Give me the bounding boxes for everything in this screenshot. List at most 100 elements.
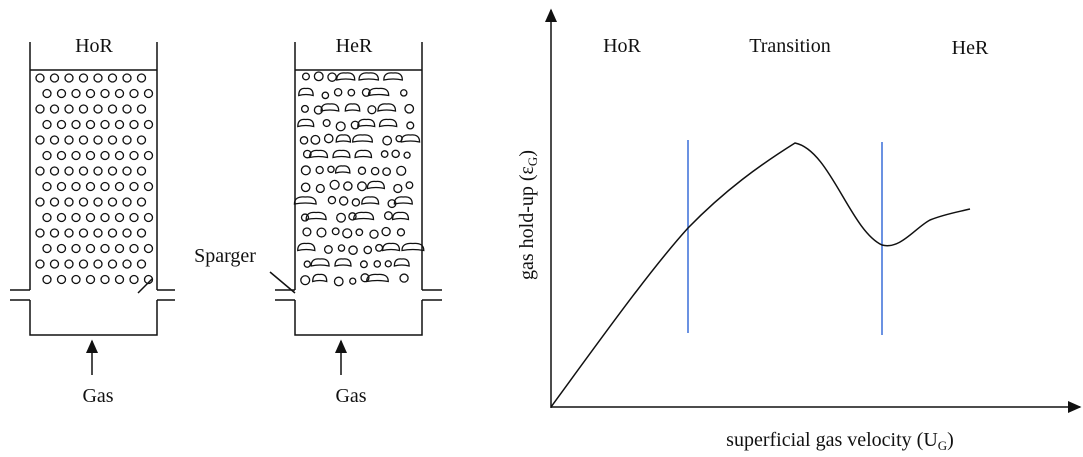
- bubble: [56, 119, 67, 130]
- bubble: [302, 227, 312, 237]
- bubble: [42, 150, 52, 161]
- bubble: [78, 135, 89, 145]
- bubble: [122, 197, 132, 207]
- bubble: [56, 88, 67, 99]
- bubble: [107, 73, 118, 83]
- bubble: [85, 212, 96, 223]
- bubble: [114, 181, 125, 192]
- bubble: [85, 243, 96, 254]
- bubble: [315, 183, 325, 194]
- bubble: [316, 227, 327, 238]
- bubble: [327, 72, 337, 82]
- bubble: [312, 273, 328, 283]
- bubble: [78, 197, 89, 207]
- bubble: [42, 181, 52, 192]
- bubble: [338, 196, 349, 206]
- column-base: [275, 289, 442, 336]
- bubble: [342, 228, 353, 239]
- bubble: [100, 181, 110, 192]
- bubble: [100, 88, 110, 99]
- bubble: [378, 118, 398, 128]
- x-label-text: superficial gas velocity (U: [726, 429, 938, 451]
- y-label-end: ): [516, 150, 538, 157]
- bubble: [93, 197, 103, 207]
- bubble: [100, 212, 110, 223]
- bubble: [100, 150, 110, 161]
- bubble: [363, 245, 373, 255]
- column-base: [10, 289, 175, 336]
- bubble: [350, 120, 360, 130]
- bubble: [35, 104, 45, 114]
- bubble: [107, 259, 118, 269]
- bubble: [396, 228, 406, 237]
- bubble: [71, 88, 81, 99]
- bubble: [373, 260, 382, 268]
- bubble: [403, 151, 411, 159]
- bubble: [143, 212, 154, 223]
- bubble: [56, 274, 67, 285]
- x-label-sub: G: [938, 438, 947, 453]
- bubble: [361, 196, 380, 205]
- bubble: [56, 150, 67, 161]
- bubble: [64, 259, 74, 269]
- bubble: [400, 134, 421, 143]
- bubble: [305, 211, 327, 221]
- bubble: [323, 133, 334, 144]
- bubble: [334, 258, 352, 267]
- bubble: [35, 73, 45, 83]
- bubble: [323, 245, 333, 254]
- bubble: [93, 166, 103, 176]
- bubble: [320, 103, 340, 112]
- bubble: [380, 150, 389, 158]
- bubble: [129, 181, 139, 192]
- bubble: [383, 72, 403, 81]
- bubble: [377, 103, 397, 112]
- bubble: [93, 259, 103, 269]
- bubble: [93, 73, 103, 83]
- bubble: [129, 119, 139, 130]
- bubble: [35, 259, 45, 269]
- bubble: [42, 88, 52, 99]
- sparger-label: Sparger: [194, 245, 256, 267]
- bubble: [396, 165, 407, 176]
- gas-label: Gas: [335, 385, 366, 407]
- bubble: [114, 243, 125, 254]
- bubble: [298, 87, 314, 97]
- bubble: [100, 243, 110, 254]
- bubble: [404, 103, 415, 114]
- bubble: [136, 104, 147, 114]
- gas-label: Gas: [82, 385, 113, 407]
- bubble: [335, 121, 346, 132]
- y-axis-label: gas hold-up (εG): [516, 150, 540, 280]
- bubble: [370, 166, 380, 176]
- bubble: [85, 181, 96, 192]
- bubble: [64, 73, 74, 83]
- bubble: [336, 72, 356, 81]
- bubble: [381, 226, 391, 237]
- bubble: [71, 181, 81, 192]
- bubble: [322, 118, 331, 128]
- bubble: [336, 212, 347, 223]
- bubble: [64, 135, 74, 145]
- bubble: [42, 243, 52, 254]
- bubble: [301, 72, 310, 81]
- bubble: [335, 134, 352, 143]
- bubble: [35, 166, 45, 176]
- bubble: [297, 118, 315, 128]
- bubble: [355, 228, 364, 237]
- bubble: [122, 259, 132, 269]
- bubble: [129, 243, 139, 254]
- bubble: [400, 89, 408, 97]
- bubble: [357, 166, 367, 175]
- bubble: [49, 259, 60, 269]
- bubble: [78, 228, 89, 238]
- bubble: [348, 212, 357, 221]
- bubble: [333, 276, 344, 287]
- holdup-curve: [550, 142, 971, 408]
- bubble: [49, 228, 60, 238]
- bubble: [107, 104, 118, 114]
- bubble: [78, 104, 89, 114]
- her-column: HeR Gas Sparger: [194, 35, 442, 407]
- bubble: [49, 73, 60, 83]
- bubble: [360, 273, 370, 283]
